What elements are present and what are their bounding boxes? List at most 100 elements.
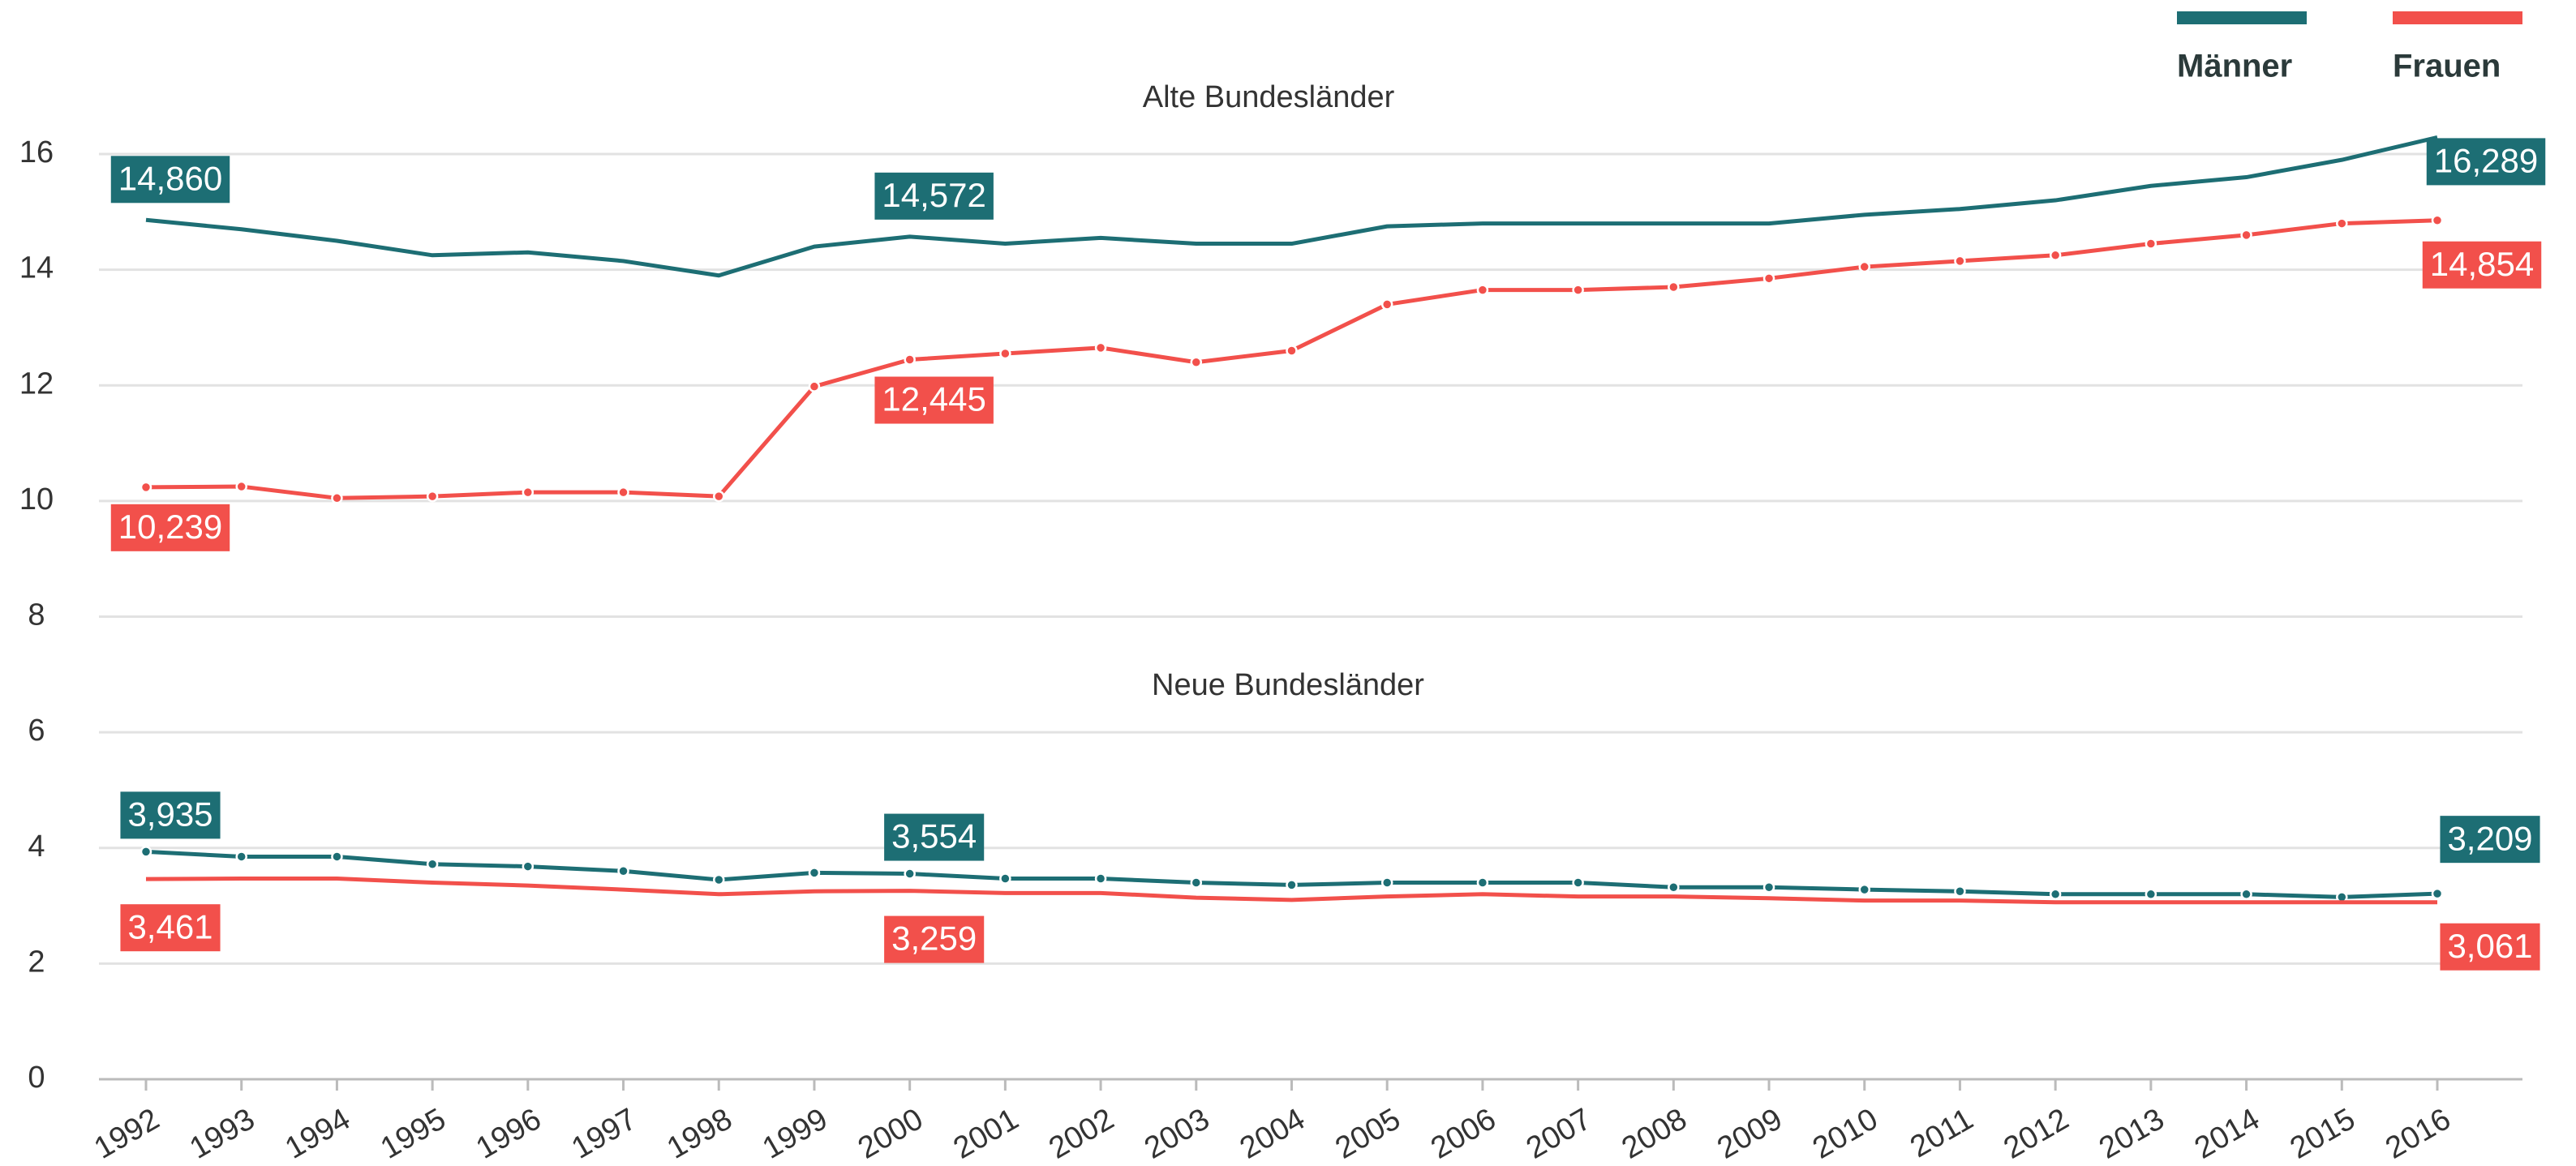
point [1762, 272, 1775, 285]
point [2240, 888, 2252, 901]
point [235, 851, 247, 863]
legend-label: Männer [2177, 49, 2292, 84]
x-tick-label: 2009 [1711, 1102, 1788, 1166]
point [522, 860, 535, 872]
data-label: 12,445 [874, 376, 994, 424]
x-tick-label: 2010 [1807, 1102, 1883, 1166]
x-tick-label: 2012 [1998, 1102, 2074, 1166]
point [331, 492, 343, 504]
point [1380, 298, 1393, 311]
x-tick-label: 1996 [470, 1102, 547, 1166]
y-tick-label: 12 [19, 367, 54, 401]
data-label-text: 14,860 [118, 159, 222, 197]
point [426, 858, 439, 870]
data-label: 14,854 [2422, 241, 2542, 289]
point [1286, 345, 1298, 357]
data-label-text: 12,445 [882, 380, 985, 418]
y-tick-label: 4 [28, 829, 45, 864]
data-label-box [884, 915, 985, 963]
series-line [145, 135, 2438, 278]
point [1190, 877, 1203, 889]
point [713, 490, 725, 503]
data-label-box [120, 904, 221, 952]
x-tick-label: 1994 [280, 1102, 356, 1166]
data-label-box [884, 813, 985, 861]
point [713, 873, 725, 886]
point [1380, 877, 1393, 889]
data-label-box [110, 156, 230, 204]
point [1094, 341, 1107, 354]
point [1954, 885, 1966, 898]
point [1476, 284, 1489, 296]
data-label: 3,259 [884, 915, 985, 963]
point [2240, 229, 2252, 242]
point [1572, 284, 1584, 296]
point [2431, 214, 2444, 226]
point [2336, 217, 2348, 229]
series-line [145, 877, 2438, 905]
point [1476, 877, 1489, 889]
legend-label: Frauen [2393, 49, 2501, 84]
data-label: 10,239 [110, 504, 230, 551]
x-tick-label: 2005 [1330, 1102, 1406, 1166]
point [2145, 238, 2157, 250]
point [808, 867, 821, 879]
group-title: Neue Bundesländer [1152, 668, 1424, 702]
data-label: 14,572 [874, 172, 994, 220]
data-label-box [110, 504, 230, 551]
point [235, 480, 247, 493]
data-label-text: 3,259 [891, 920, 977, 958]
point [999, 347, 1011, 360]
point [1858, 883, 1870, 896]
data-label-text: 10,239 [118, 508, 222, 546]
point [808, 380, 821, 392]
x-tick-label: 1992 [88, 1102, 165, 1166]
x-tick-label: 2007 [1521, 1102, 1597, 1166]
data-label: 3,061 [2440, 923, 2540, 971]
point [617, 865, 629, 877]
point [2049, 249, 2062, 262]
point [1094, 872, 1107, 885]
series-line [145, 218, 2438, 500]
data-label-text: 16,289 [2434, 141, 2538, 179]
data-label: 3,209 [2440, 816, 2540, 864]
x-tick-label: 2006 [1425, 1102, 1501, 1166]
point [426, 490, 439, 503]
x-tick-label: 2016 [2380, 1102, 2456, 1166]
x-tick-label: 2013 [2093, 1102, 2170, 1166]
x-tick-label: 2011 [1904, 1102, 1979, 1164]
point [140, 481, 152, 494]
data-label-box [2440, 923, 2540, 971]
data-label-text: 3,554 [891, 817, 977, 855]
point [2049, 888, 2062, 901]
x-tick-label: 2008 [1616, 1102, 1693, 1166]
data-label-box [2426, 138, 2546, 186]
data-label: 3,554 [884, 813, 985, 861]
point [904, 868, 916, 880]
x-tick-label: 2003 [1139, 1102, 1215, 1166]
x-tick-label: 1995 [375, 1102, 451, 1166]
data-label: 14,860 [110, 156, 230, 204]
point [904, 354, 916, 366]
point [1286, 879, 1298, 891]
point [1668, 881, 1680, 894]
point [522, 486, 535, 499]
data-label: 3,461 [120, 904, 221, 952]
x-tick-label: 2002 [1043, 1102, 1119, 1166]
data-label-box [874, 376, 994, 424]
x-tick-label: 2000 [852, 1102, 929, 1166]
x-tick-label: 1997 [566, 1102, 642, 1166]
data-label-text: 3,061 [2447, 927, 2532, 965]
x-tick-label: 2004 [1234, 1102, 1311, 1166]
y-tick-label: 8 [28, 598, 45, 632]
data-label-box [2440, 816, 2540, 864]
x-tick-label: 2015 [2285, 1102, 2361, 1166]
point [1954, 255, 1966, 268]
data-label-text: 14,854 [2430, 245, 2534, 283]
point [1668, 281, 1680, 294]
point [1858, 260, 1870, 273]
x-tick-label: 1998 [662, 1102, 738, 1166]
point [2431, 887, 2444, 900]
x-tick-label: 1999 [757, 1102, 833, 1166]
